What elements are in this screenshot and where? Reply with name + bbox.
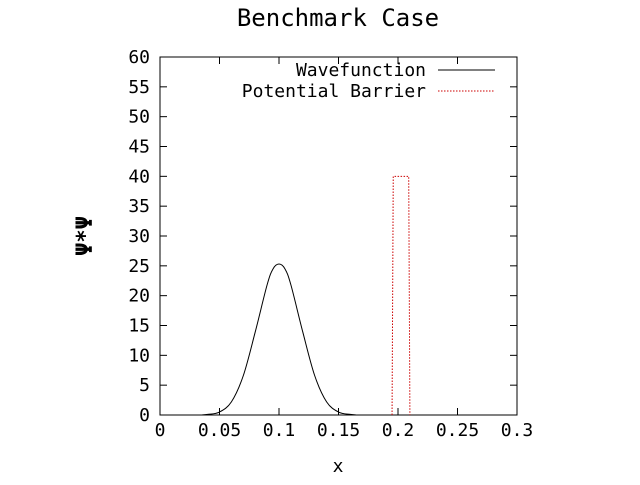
series-line-wavefunction <box>201 263 357 416</box>
y-tick-label: 55 <box>128 77 150 98</box>
legend-label: Wavefunction <box>296 60 426 81</box>
x-tick-label: 0.3 <box>501 420 534 441</box>
y-axis-label: Ψ*Ψ <box>73 216 98 256</box>
y-tick-label: 35 <box>128 196 150 217</box>
x-tick-label: 0.05 <box>198 420 241 441</box>
y-tick-label: 45 <box>128 137 150 158</box>
y-tick-label: 30 <box>128 226 150 247</box>
x-tick-label: 0.1 <box>263 420 296 441</box>
x-tick-label: 0.25 <box>436 420 479 441</box>
y-tick-label: 60 <box>128 47 150 68</box>
y-tick-label: 40 <box>128 166 150 187</box>
x-axis: 0 0.05 0.1 0.15 0.2 0.25 0.3 <box>155 57 534 441</box>
plot-area <box>159 56 518 416</box>
x-tick-label: 0.15 <box>317 420 360 441</box>
y-tick-label: 50 <box>128 107 150 128</box>
y-tick-label: 25 <box>128 256 150 277</box>
x-tick-label: 0 <box>155 420 166 441</box>
x-tick-label: 0.2 <box>382 420 415 441</box>
y-tick-label: 0 <box>139 405 150 426</box>
y-tick-label: 10 <box>128 345 150 366</box>
series-layer <box>201 175 411 416</box>
y-tick-label: 15 <box>128 316 150 337</box>
y-tick-label: 20 <box>128 286 150 307</box>
chart-title: Benchmark Case <box>237 4 439 32</box>
x-axis-label: x <box>333 456 344 477</box>
series-line-potential-barrier <box>391 175 411 416</box>
legend-label: Potential Barrier <box>242 81 426 102</box>
y-tick-label: 5 <box>139 375 150 396</box>
plot-frame <box>159 56 518 416</box>
y-axis: 0 5 10 15 20 25 30 35 40 45 50 55 60 <box>128 47 517 426</box>
